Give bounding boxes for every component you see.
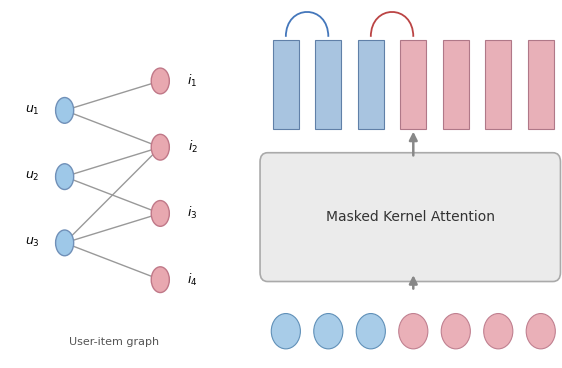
Circle shape (151, 134, 169, 160)
Circle shape (56, 98, 74, 123)
Text: $i_{1}$: $i_{1}$ (409, 367, 418, 368)
Text: $i_{3}$: $i_{3}$ (493, 367, 503, 368)
Text: Masked Kernel Attention: Masked Kernel Attention (326, 210, 495, 224)
Text: $i_{4}$: $i_{4}$ (187, 272, 198, 288)
Text: $i_{2}$: $i_{2}$ (451, 367, 460, 368)
Circle shape (398, 314, 428, 349)
FancyBboxPatch shape (400, 40, 426, 129)
Circle shape (356, 314, 386, 349)
FancyBboxPatch shape (528, 40, 554, 129)
Circle shape (56, 164, 74, 190)
Text: $i_{1}$: $i_{1}$ (188, 73, 198, 89)
Circle shape (271, 314, 301, 349)
Circle shape (151, 68, 169, 94)
Text: $i_{2}$: $i_{2}$ (188, 139, 198, 155)
Circle shape (151, 201, 169, 226)
Circle shape (484, 314, 513, 349)
Text: $u_{2}$: $u_{2}$ (25, 170, 39, 183)
FancyBboxPatch shape (315, 40, 341, 129)
Text: $i_{4}$: $i_{4}$ (536, 367, 546, 368)
FancyBboxPatch shape (273, 40, 299, 129)
Text: User-item graph: User-item graph (69, 337, 159, 347)
FancyBboxPatch shape (358, 40, 384, 129)
FancyBboxPatch shape (486, 40, 511, 129)
Circle shape (151, 267, 169, 293)
FancyBboxPatch shape (260, 153, 560, 282)
Text: $u_{1}$: $u_{1}$ (25, 104, 40, 117)
Circle shape (441, 314, 470, 349)
Text: $u_{3}$: $u_{3}$ (25, 236, 40, 250)
Text: $i_{3}$: $i_{3}$ (187, 205, 198, 222)
FancyBboxPatch shape (443, 40, 469, 129)
Circle shape (314, 314, 343, 349)
Circle shape (526, 314, 555, 349)
Circle shape (56, 230, 74, 256)
